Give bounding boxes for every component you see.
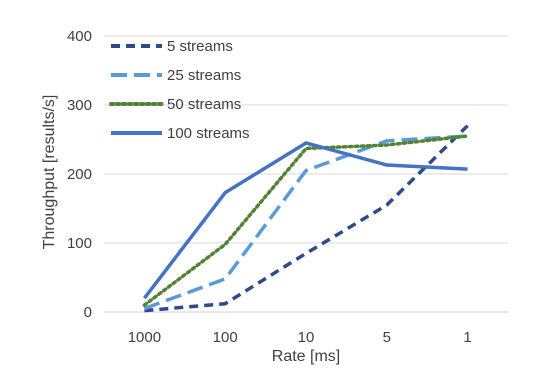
gridlines — [104, 35, 508, 313]
x-tick-label: 10 — [298, 329, 315, 346]
y-tick-label: 200 — [67, 166, 92, 183]
series-line-50-streams — [142, 134, 470, 307]
x-axis-label: Rate [ms] — [272, 348, 340, 365]
series-lines — [142, 124, 470, 313]
x-tick-label: 1000 — [128, 329, 161, 346]
legend-label: 5 streams — [167, 38, 233, 55]
y-tick-label: 300 — [67, 97, 92, 114]
legend-label: 50 streams — [167, 96, 241, 113]
y-tick-label: 400 — [67, 28, 92, 45]
x-tick-labels: 1000 100 10 5 1 — [128, 329, 472, 346]
y-tick-labels: 0 100 200 300 400 — [67, 28, 92, 321]
x-tick-label: 5 — [383, 329, 391, 346]
legend-label: 100 streams — [167, 125, 250, 142]
legend-label: 25 streams — [167, 67, 241, 84]
y-tick-label: 0 — [84, 304, 92, 321]
legend: 5 streams 25 streams 50 streams 100 streams — [109, 38, 250, 142]
x-tick-label: 1 — [463, 329, 471, 346]
y-axis-label: Throughput [results/s] — [41, 95, 58, 250]
y-tick-label: 100 — [67, 235, 92, 252]
series-line-100-streams — [143, 141, 468, 300]
series-line-25-streams — [143, 134, 468, 311]
x-tick-label: 100 — [213, 329, 238, 346]
series-line-5-streams — [144, 124, 469, 313]
